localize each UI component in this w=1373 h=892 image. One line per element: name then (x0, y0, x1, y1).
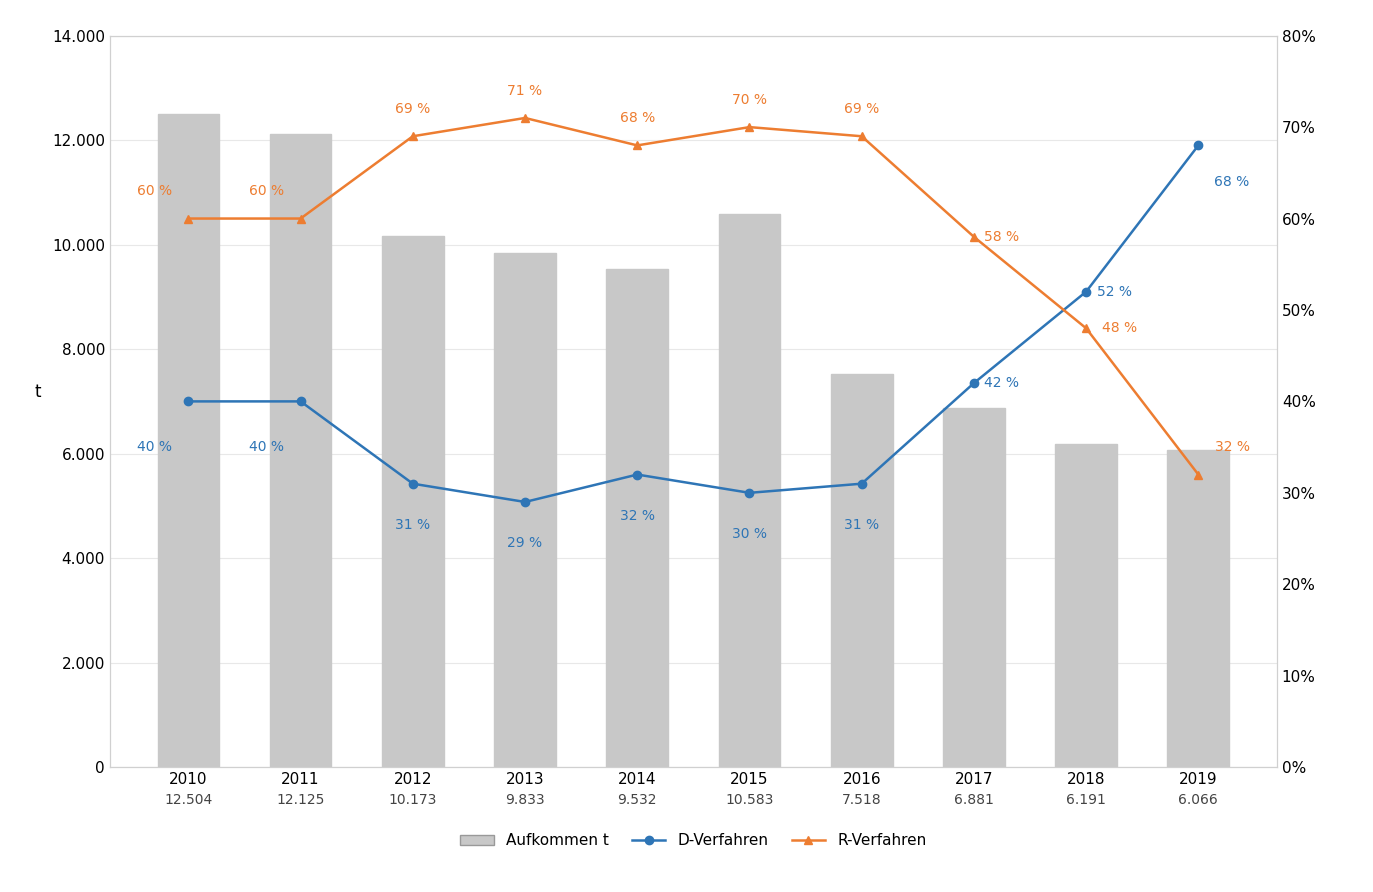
Text: 68 %: 68 % (1214, 175, 1249, 189)
Bar (494, 253, 556, 767)
Text: 6.066: 6.066 (1178, 793, 1218, 807)
Text: 60 %: 60 % (137, 184, 172, 198)
Bar (1167, 450, 1229, 767)
Text: 71 %: 71 % (508, 84, 542, 97)
Text: 12.125: 12.125 (276, 793, 325, 807)
Text: 69 %: 69 % (395, 102, 431, 116)
Bar (943, 408, 1005, 767)
Text: 6.191: 6.191 (1067, 793, 1107, 807)
Legend: Aufkommen t, D-Verfahren, R-Verfahren: Aufkommen t, D-Verfahren, R-Verfahren (454, 828, 932, 855)
Text: 42 %: 42 % (984, 376, 1020, 390)
Text: 31 %: 31 % (395, 518, 430, 532)
Text: 58 %: 58 % (984, 230, 1020, 244)
Text: 12.504: 12.504 (165, 793, 213, 807)
Text: 48 %: 48 % (1103, 321, 1137, 335)
Text: 40 %: 40 % (137, 440, 172, 454)
Text: 6.881: 6.881 (954, 793, 994, 807)
Text: 68 %: 68 % (619, 111, 655, 125)
Text: 10.173: 10.173 (389, 793, 437, 807)
Bar (831, 375, 892, 767)
Text: 9.833: 9.833 (505, 793, 545, 807)
Text: 40 %: 40 % (250, 440, 284, 454)
Y-axis label: t: t (34, 384, 41, 401)
Text: 31 %: 31 % (844, 518, 879, 532)
Text: 32 %: 32 % (1215, 440, 1249, 454)
Text: 60 %: 60 % (250, 184, 284, 198)
Text: 32 %: 32 % (619, 508, 655, 523)
Text: 52 %: 52 % (1097, 285, 1131, 299)
Bar (158, 114, 220, 767)
Bar (718, 214, 780, 767)
Text: 10.583: 10.583 (725, 793, 773, 807)
Bar (269, 134, 331, 767)
Text: 7.518: 7.518 (842, 793, 881, 807)
Text: 29 %: 29 % (508, 536, 542, 550)
Bar (382, 235, 443, 767)
Text: 9.532: 9.532 (618, 793, 658, 807)
Text: 70 %: 70 % (732, 93, 768, 107)
Bar (1056, 443, 1118, 767)
Text: 30 %: 30 % (732, 527, 768, 541)
Bar (607, 269, 669, 767)
Text: 69 %: 69 % (844, 102, 879, 116)
